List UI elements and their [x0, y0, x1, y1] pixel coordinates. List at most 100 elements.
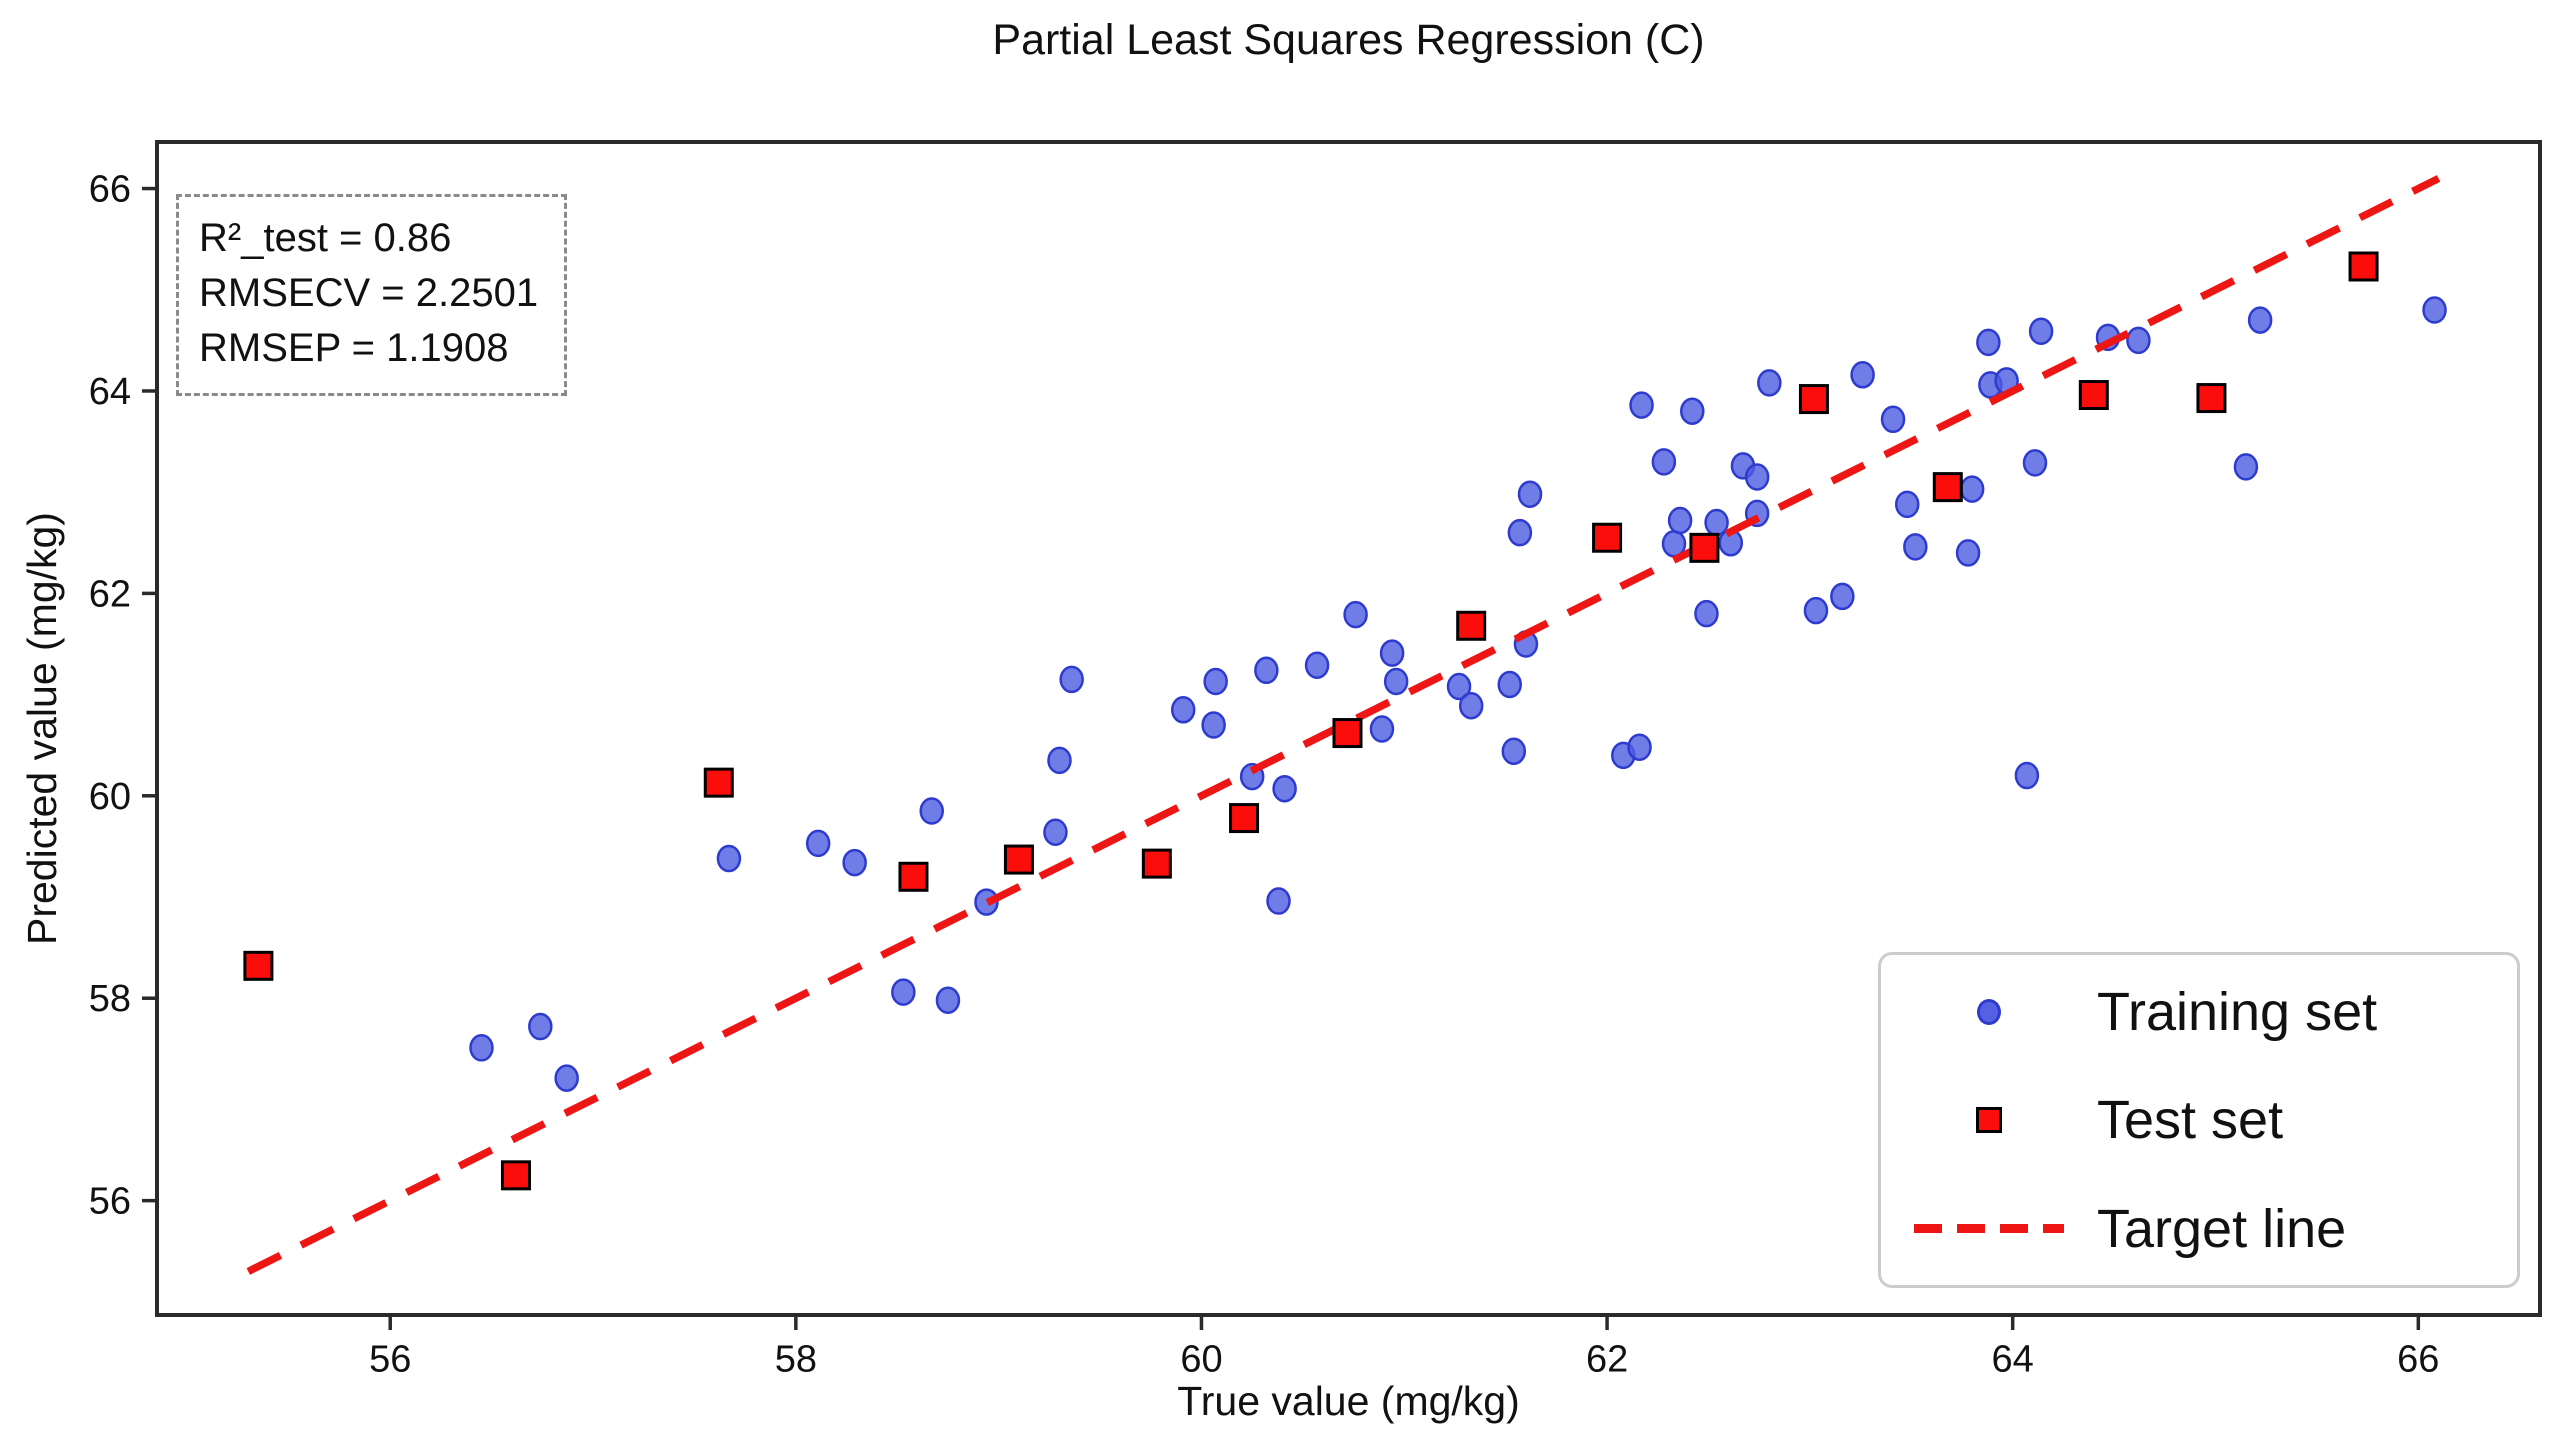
x-tick-label: 64 — [1992, 1338, 2034, 1380]
training-point — [1343, 600, 1368, 629]
training-point — [1830, 582, 1855, 611]
training-point — [1651, 448, 1677, 476]
training-point — [1203, 667, 1228, 696]
chart-title: Partial Least Squares Regression (C) — [992, 16, 1705, 64]
legend-label-target-line: Target line — [2097, 1198, 2347, 1259]
training-point — [1744, 463, 1770, 491]
legend-item-target-line: Target line — [1881, 1177, 2517, 1281]
test-point — [2078, 380, 2109, 411]
training-point — [1369, 715, 1395, 743]
test-point — [1592, 522, 1623, 553]
plot-border — [155, 140, 2542, 1317]
training-point — [1266, 887, 1291, 915]
legend-label-test-set: Test set — [2097, 1090, 2284, 1150]
stats-annotation-box: R²_test = 0.86 RMSECV = 2.2501 RMSEP = 1… — [176, 194, 568, 396]
training-point — [1170, 696, 1196, 724]
training-point — [1383, 667, 1409, 696]
training-point — [554, 1064, 579, 1092]
legend-label-training-set: Training set — [2097, 981, 2378, 1042]
training-point — [805, 829, 831, 858]
training-point — [2022, 449, 2048, 477]
target-line — [246, 175, 2441, 1275]
stat-r2-test: R²_test = 0.86 — [199, 216, 452, 260]
training-point — [1680, 397, 1705, 425]
training-point — [1201, 711, 1226, 739]
training-point — [1517, 480, 1543, 508]
test-point — [2196, 383, 2227, 414]
training-point — [1059, 665, 1084, 694]
legend-item-test-set: Test set — [1881, 1068, 2517, 1172]
test-set-marker-icon — [1976, 1107, 2002, 1133]
x-tick-label: 58 — [775, 1338, 817, 1380]
stat-rmsep: RMSEP = 1.1908 — [199, 326, 509, 371]
test-point — [1798, 384, 1829, 415]
training-point — [1379, 639, 1405, 667]
training-point — [1803, 596, 1829, 625]
test-point — [243, 950, 274, 981]
training-point — [2014, 761, 2040, 790]
training-point — [1880, 405, 1906, 434]
test-point — [1003, 844, 1034, 875]
training-point — [1757, 369, 1782, 397]
training-point — [842, 848, 867, 877]
training-point — [1955, 539, 1981, 567]
test-point — [500, 1160, 531, 1191]
training-point — [1667, 506, 1693, 535]
training-point — [1272, 774, 1297, 803]
test-point — [2348, 251, 2379, 282]
training-point — [2247, 306, 2273, 334]
training-point — [1501, 737, 1527, 766]
training-point — [1446, 672, 1472, 701]
training-point — [974, 888, 999, 916]
y-axis-label: Predicted value (mg/kg) — [19, 512, 65, 945]
legend-item-training-set: Training set — [1881, 960, 2517, 1064]
stat-rmsecv: RMSECV = 2.2501 — [199, 271, 539, 316]
training-point — [469, 1034, 494, 1062]
training-point — [1894, 490, 1920, 519]
training-point — [2126, 326, 2151, 355]
x-axis-label: True value (mg/kg) — [1177, 1378, 1520, 1424]
training-point — [919, 797, 944, 825]
training-point — [1043, 818, 1068, 846]
training-point — [1959, 475, 1985, 503]
training-point — [1903, 533, 1928, 561]
x-tick-label: 62 — [1586, 1338, 1628, 1380]
training-point — [891, 978, 916, 1006]
y-tick-label: 66 — [89, 169, 131, 211]
test-point — [703, 767, 734, 798]
y-tick-label: 56 — [89, 1181, 131, 1223]
training-point — [2422, 296, 2447, 324]
training-point — [2028, 317, 2054, 346]
x-tick-label: 60 — [1180, 1338, 1222, 1380]
training-set-marker-icon — [1977, 998, 2001, 1025]
training-point — [528, 1012, 553, 1041]
training-point — [1629, 391, 1654, 419]
y-tick-label: 58 — [89, 978, 131, 1020]
test-point — [1932, 472, 1963, 503]
y-tick-label: 62 — [89, 573, 131, 615]
y-tick-label: 64 — [89, 371, 131, 413]
y-tick-label: 60 — [89, 776, 131, 818]
training-point — [1507, 518, 1533, 547]
test-point — [898, 861, 929, 892]
training-point — [1304, 651, 1330, 679]
training-point — [1497, 670, 1522, 699]
training-point — [1694, 599, 1719, 628]
test-point — [1456, 610, 1487, 641]
training-point — [2233, 453, 2259, 481]
legend: Training set Test set Target line — [1878, 952, 2520, 1288]
training-point — [1458, 691, 1484, 720]
training-point — [1047, 746, 1072, 775]
training-point — [1627, 733, 1652, 761]
test-point — [1332, 718, 1363, 749]
training-point — [1850, 361, 1875, 389]
x-tick-label: 56 — [369, 1338, 411, 1380]
training-point — [1976, 328, 2001, 357]
test-point — [1229, 803, 1260, 834]
target-line-marker-icon — [1914, 1224, 2064, 1233]
x-tick-label: 66 — [2397, 1338, 2439, 1380]
training-point — [716, 844, 742, 873]
test-point — [1689, 532, 1720, 563]
